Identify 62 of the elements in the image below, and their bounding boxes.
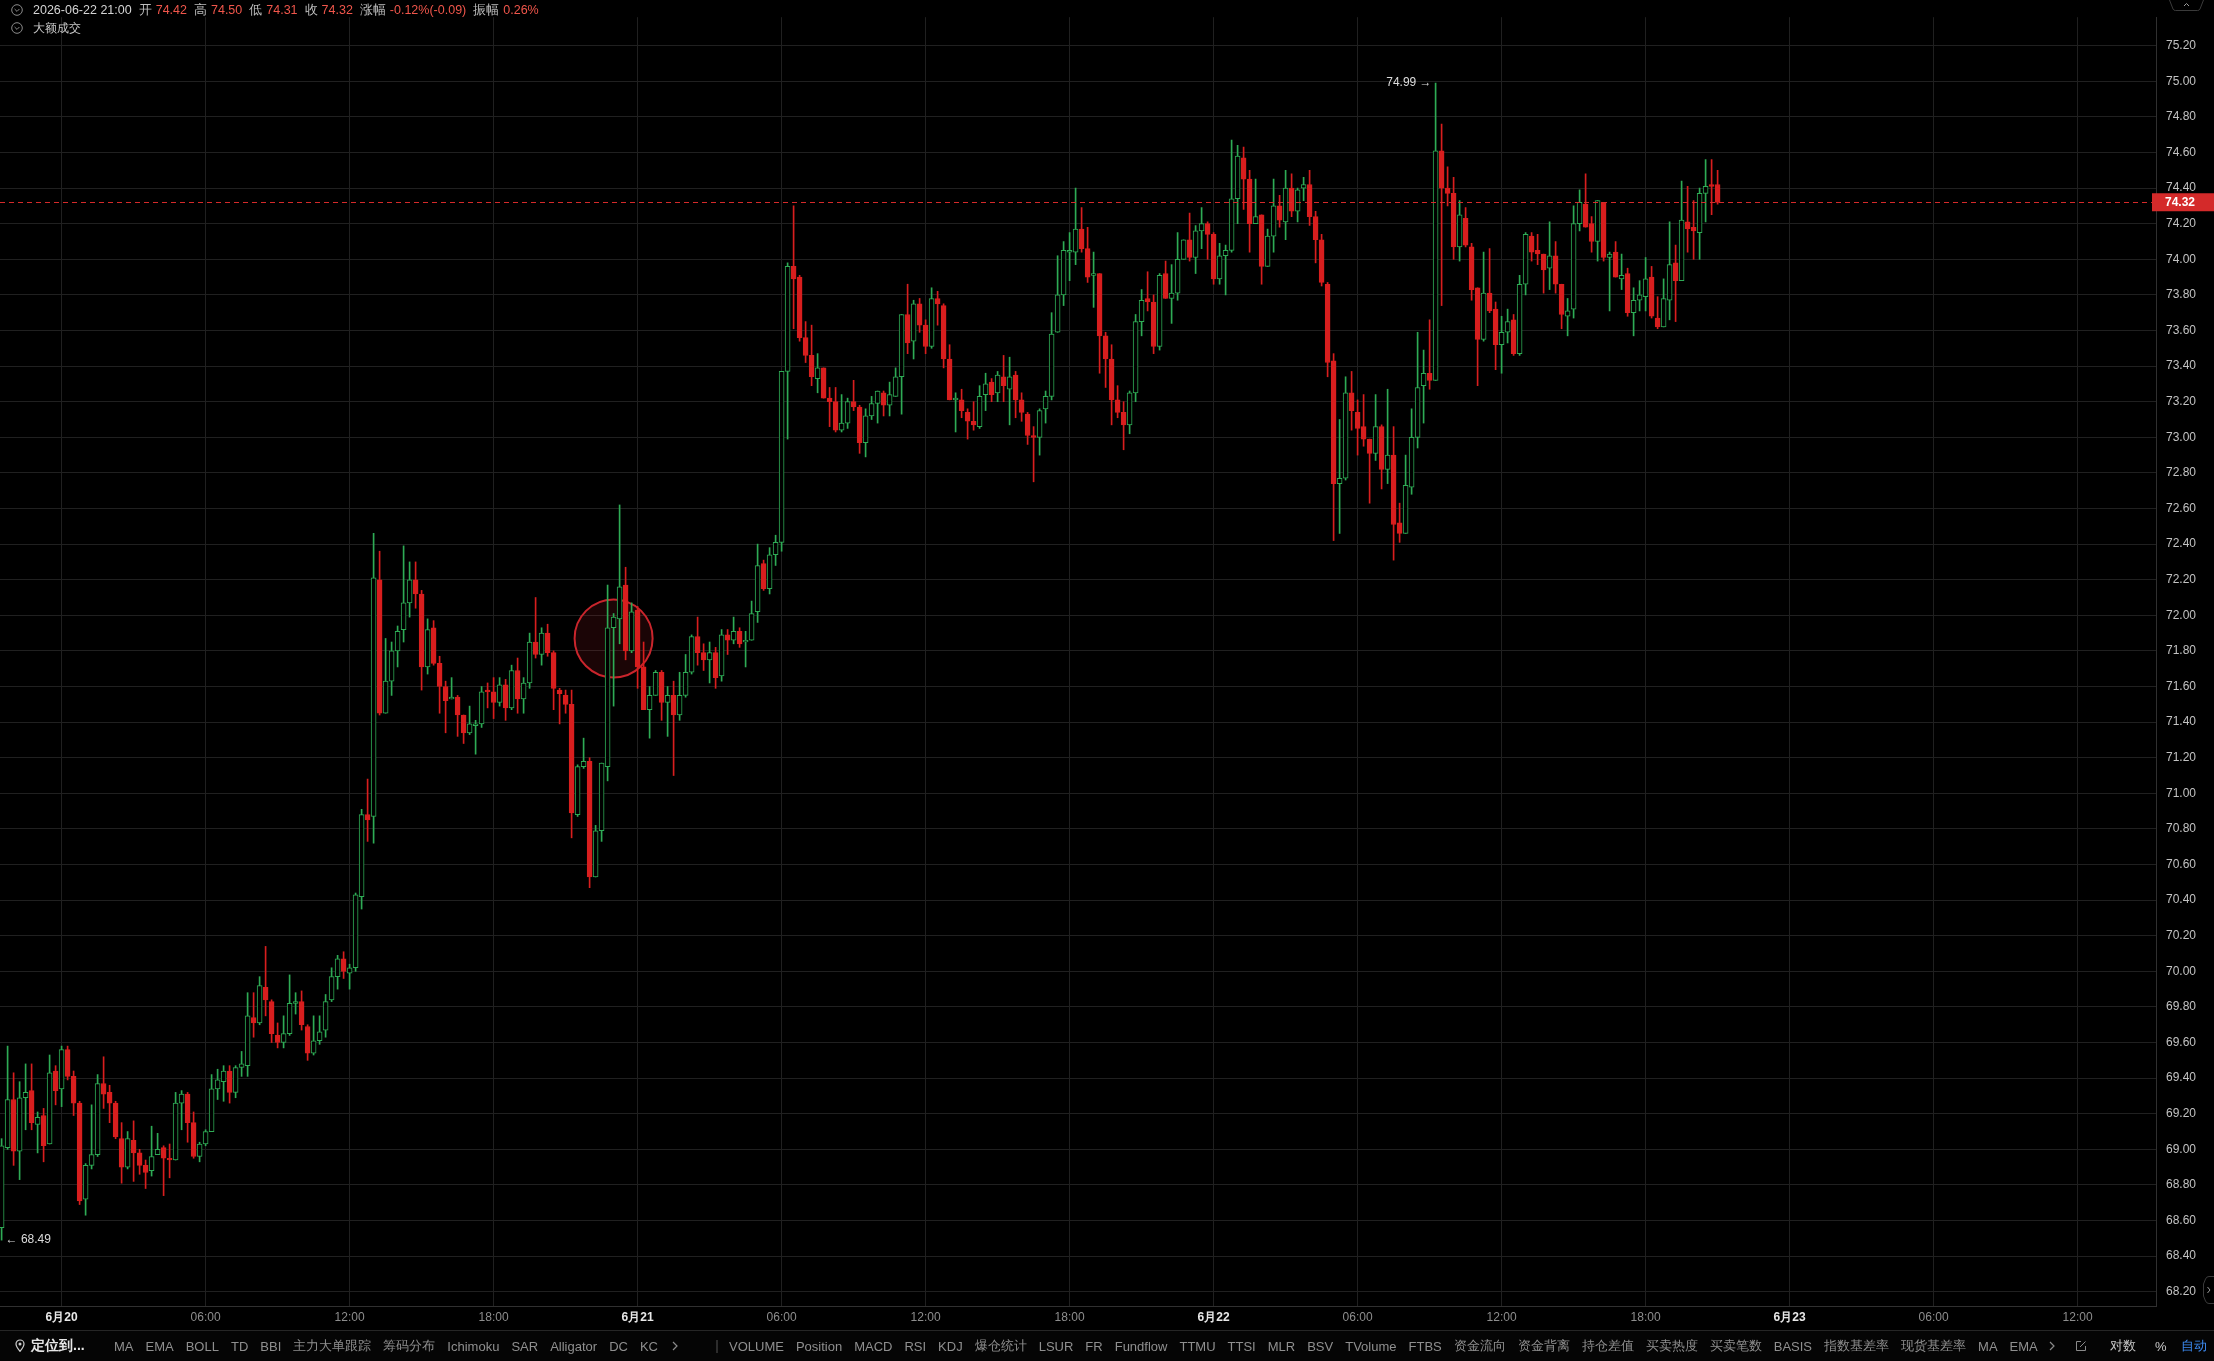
x-tick-label: 12:00 xyxy=(334,1309,365,1324)
x-tick-label: 18:00 xyxy=(1054,1309,1085,1324)
x-tick-label: 06:00 xyxy=(190,1309,221,1324)
x-tick-label: 18:00 xyxy=(1630,1309,1661,1324)
y-tick-label: 70.80 xyxy=(2166,821,2197,836)
x-tick-label: 12:00 xyxy=(1486,1309,1517,1324)
y-tick-label: 75.20 xyxy=(2166,37,2197,52)
y-tick-label: 72.40 xyxy=(2166,536,2197,551)
y-tick-label: 71.00 xyxy=(2166,785,2197,800)
y-tick-label: 72.80 xyxy=(2166,465,2197,480)
y-tick-label: 71.80 xyxy=(2166,643,2197,658)
chart-title: 2026-06-22 21:00 开 74.42 高 74.50 低 74.31 收 74.32 涨幅 -0.12%(-0.09) 振幅 0.26% xyxy=(33,2,539,17)
x-tick-label: 6月21 xyxy=(621,1309,654,1324)
y-tick-label: 70.60 xyxy=(2166,856,2197,871)
ref-line-label: 74.32 xyxy=(2165,195,2196,210)
y-tick-label: 74.80 xyxy=(2166,109,2197,124)
annotation: 74.99 → xyxy=(1386,75,1432,90)
y-tick-label: 72.20 xyxy=(2166,572,2197,587)
y-tick-label: 72.60 xyxy=(2166,500,2197,515)
y-tick-label: 74.40 xyxy=(2166,180,2197,195)
y-tick-label: 71.40 xyxy=(2166,714,2197,729)
y-tick-label: 73.00 xyxy=(2166,429,2197,444)
x-tick-label: 6月20 xyxy=(45,1309,78,1324)
x-tick-label: 6月23 xyxy=(1773,1309,1806,1324)
y-tick-label: 71.60 xyxy=(2166,678,2197,693)
y-tick-label: 69.20 xyxy=(2166,1106,2197,1121)
y-tick-label: 69.60 xyxy=(2166,1034,2197,1049)
x-tick-label: 06:00 xyxy=(1342,1309,1373,1324)
y-tick-label: 69.40 xyxy=(2166,1070,2197,1085)
x-tick-label: 12:00 xyxy=(910,1309,941,1324)
y-tick-label: 74.20 xyxy=(2166,216,2197,231)
y-tick-label: 73.40 xyxy=(2166,358,2197,373)
y-tick-label: 73.80 xyxy=(2166,287,2197,302)
x-tick-label: 06:00 xyxy=(1918,1309,1949,1324)
y-tick-label: 75.00 xyxy=(2166,73,2197,88)
text: 自动 xyxy=(2181,1337,2207,1355)
y-tick-label: 73.60 xyxy=(2166,322,2197,337)
y-tick-label: 69.80 xyxy=(2166,999,2197,1014)
chart-subtitle: 大额成交 xyxy=(33,20,81,36)
text: 定位到... xyxy=(31,1336,85,1355)
annotation: ← 68.49 xyxy=(5,1232,52,1247)
x-tick-label: 18:00 xyxy=(478,1309,509,1324)
y-tick-label: 70.20 xyxy=(2166,928,2197,943)
y-tick-label: 69.00 xyxy=(2166,1141,2197,1156)
y-tick-label: 68.40 xyxy=(2166,1248,2197,1263)
y-tick-label: 74.00 xyxy=(2166,251,2197,266)
y-tick-label: 68.80 xyxy=(2166,1177,2197,1192)
y-tick-label: 74.60 xyxy=(2166,144,2197,159)
y-tick-label: 70.40 xyxy=(2166,892,2197,907)
y-tick-label: 70.00 xyxy=(2166,963,2197,978)
y-tick-label: 73.20 xyxy=(2166,394,2197,409)
x-tick-label: 12:00 xyxy=(2062,1309,2093,1324)
text: % xyxy=(2155,1337,2167,1356)
text: 对数 xyxy=(2110,1337,2136,1355)
y-tick-label: 68.60 xyxy=(2166,1212,2197,1227)
x-tick-label: 6月22 xyxy=(1197,1309,1230,1324)
y-tick-label: 71.20 xyxy=(2166,750,2197,765)
text: VOLUME Position MACD RSI KDJ 爆仓统计 LSUR FR Fundflow TTMU TTSI MLR BSV TVolume FTBS 资金流向 资金背离 持仓差值 买卖热度 买卖笔数 BASIS 指数基差率 现货基差率 MA EMA xyxy=(729,1338,2038,1354)
y-tick-label: 72.00 xyxy=(2166,607,2197,622)
y-tick-label: 68.20 xyxy=(2166,1284,2197,1299)
x-tick-label: 06:00 xyxy=(766,1309,797,1324)
text: MA EMA BOLL TD BBI 主力大单跟踪 筹码分布 Ichimoku SAR Alligator DC KC xyxy=(114,1338,658,1354)
